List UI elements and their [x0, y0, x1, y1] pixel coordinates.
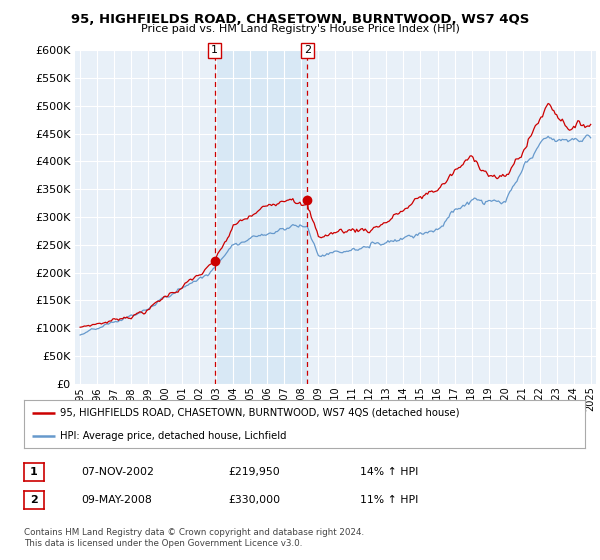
Text: 11% ↑ HPI: 11% ↑ HPI: [360, 494, 418, 505]
Text: 09-MAY-2008: 09-MAY-2008: [81, 494, 152, 505]
Bar: [215, 50, 307, 384]
Text: Contains HM Land Registry data © Crown copyright and database right 2024.
This d: Contains HM Land Registry data © Crown c…: [24, 528, 364, 548]
Text: 95, HIGHFIELDS ROAD, CHASETOWN, BURNTWOOD, WS7 4QS: 95, HIGHFIELDS ROAD, CHASETOWN, BURNTWOO…: [71, 13, 529, 26]
Text: 2: 2: [30, 495, 38, 505]
Text: 14% ↑ HPI: 14% ↑ HPI: [360, 466, 418, 477]
Text: 1: 1: [211, 45, 218, 55]
Text: HPI: Average price, detached house, Lichfield: HPI: Average price, detached house, Lich…: [61, 431, 287, 441]
Text: 95, HIGHFIELDS ROAD, CHASETOWN, BURNTWOOD, WS7 4QS (detached house): 95, HIGHFIELDS ROAD, CHASETOWN, BURNTWOO…: [61, 408, 460, 418]
Text: 1: 1: [30, 467, 38, 477]
Text: 2: 2: [304, 45, 311, 55]
Text: £219,950: £219,950: [228, 466, 280, 477]
Text: 07-NOV-2002: 07-NOV-2002: [81, 466, 154, 477]
Text: Price paid vs. HM Land Registry's House Price Index (HPI): Price paid vs. HM Land Registry's House …: [140, 24, 460, 34]
Text: £330,000: £330,000: [228, 494, 280, 505]
